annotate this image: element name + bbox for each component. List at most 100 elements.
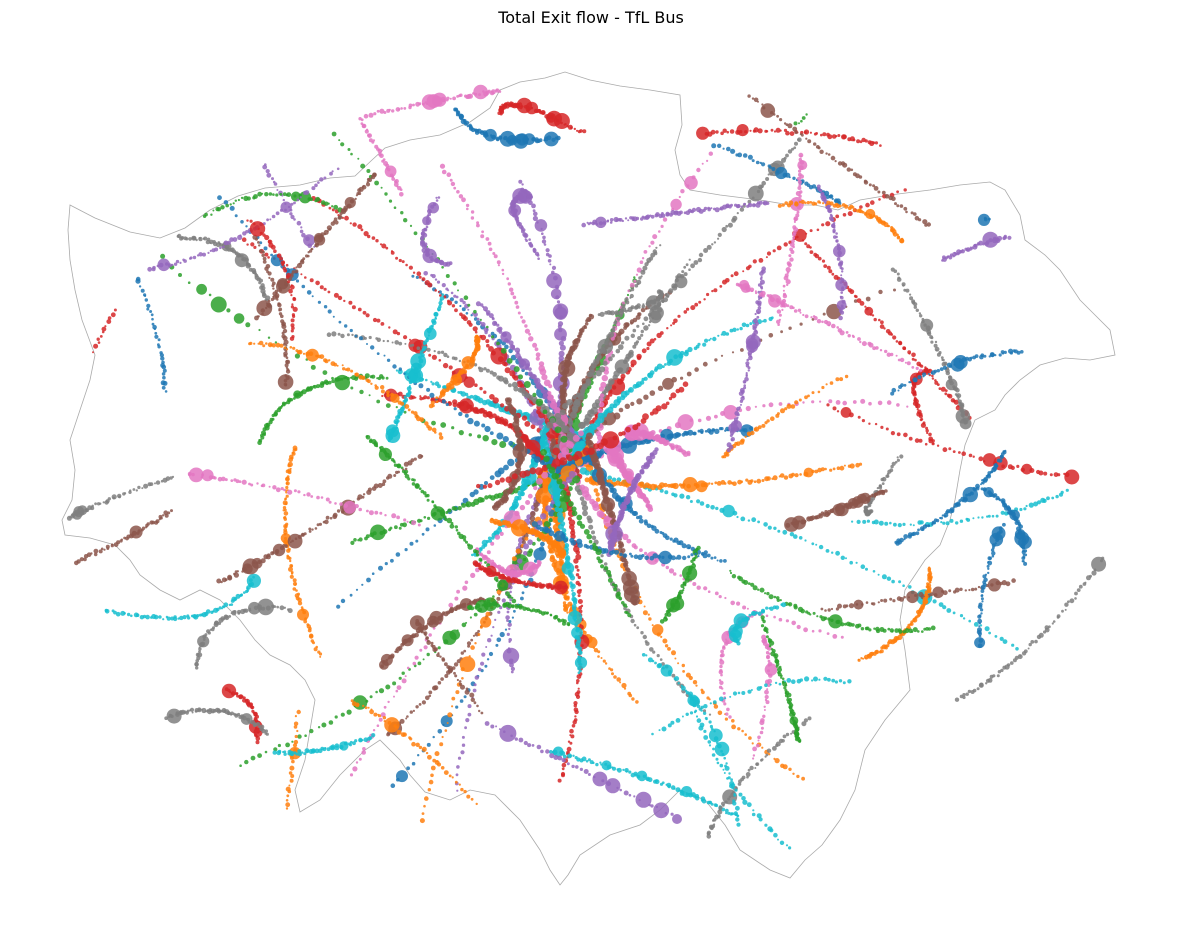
bus-stop-point [588,524,594,530]
bus-stop-point [682,477,698,493]
bus-stop-point [146,303,151,308]
bus-stop-point [830,607,834,611]
bus-stop-point [375,445,379,448]
bus-stop-point [533,211,538,217]
bus-stop-point [897,523,902,528]
bus-stop-point [624,322,630,327]
bus-stop-point [512,295,517,300]
bus-stop-point [878,198,881,201]
bus-stop-point [741,322,747,328]
bus-stop-point [840,555,845,560]
bus-stop-point [835,377,840,382]
bus-stop-point [459,298,464,303]
bus-stop-point [217,195,222,201]
bus-stop-point [724,596,727,600]
bus-stop-point [561,773,565,778]
bus-stop-point [592,503,600,512]
bus-stop-point [399,522,404,527]
bus-stop-point [999,454,1005,459]
bus-stop-point [789,532,795,537]
bus-stop-point [496,596,501,601]
bus-stop-point [636,279,642,285]
bus-stop-point [232,202,235,205]
bus-stop-point [682,670,685,673]
bus-stop-point [490,634,493,637]
bus-stop-point [782,529,788,535]
bus-stop-point [613,675,617,679]
bus-stop-point [656,363,663,370]
bus-stop-point [847,211,853,217]
bus-stop-point [540,436,546,442]
bus-stop-point [527,539,533,545]
bus-stop-point [891,579,895,584]
bus-stop-point [988,631,991,635]
bus-stop-point [561,762,567,768]
bus-stop-point [999,636,1004,642]
bus-stop-point [578,430,584,437]
bus-stop-point [254,315,259,321]
bus-stop-point [304,734,307,737]
bus-stop-point [418,358,424,364]
bus-stop-point [299,229,304,234]
bus-stop-point [479,625,483,629]
bus-stop-point [864,305,867,308]
bus-stop-point [421,277,426,281]
bus-stop-point [473,701,477,705]
bus-stop-point [574,565,579,569]
bus-stop-point [472,634,476,637]
bus-stop-point [717,334,720,337]
bus-stop-point [879,324,885,329]
bus-stop-point [896,403,900,407]
bus-stop-point [266,172,272,178]
bus-stop-point [294,353,300,359]
bus-stop-point [961,499,965,503]
bus-stop-point [471,312,474,315]
bus-stop-point [334,715,338,719]
bus-stop-point [654,528,660,534]
bus-stop-point [189,256,193,260]
bus-stop-point [892,335,897,340]
bus-stop-point [366,343,368,345]
bus-stop-point [712,819,715,822]
bus-stop-point [359,389,364,395]
bus-stop-point [219,246,222,250]
bus-stop-point [338,139,341,142]
bus-stop-point [648,245,651,248]
bus-stop-point [285,485,289,490]
bus-stop-point [622,768,625,772]
bus-stop-point [523,543,529,550]
bus-stop-point [938,602,944,607]
bus-stop-point [639,548,643,552]
bus-stop-point [962,617,966,620]
bus-stop-point [367,234,371,239]
bus-stop-point [801,239,805,242]
bus-stop-point [388,455,392,460]
bus-stop-point [725,638,728,641]
bus-stop-point [616,677,621,682]
bus-stop-point [587,380,592,385]
bus-stop-point [392,364,397,369]
bus-stop-point [419,395,422,398]
bus-stop-point [490,331,495,336]
bus-stop-point [582,384,588,390]
bus-stop-point [641,348,647,354]
bus-stop-point [873,519,879,525]
bus-stop-point [611,328,616,333]
bus-stop-point [582,630,587,635]
bus-stop-point [764,694,769,700]
bus-stop-point [553,275,558,281]
bus-stop-point [705,415,712,421]
bus-stop-point [239,764,242,767]
bus-stop-point [437,290,440,293]
bus-stop-point [489,475,495,480]
bus-stop-point [459,682,463,686]
bus-stop-point [716,559,719,562]
bus-stop-point [484,495,489,500]
bus-stop-point [344,324,348,328]
bus-stop-point [457,756,462,760]
bus-stop-point [376,352,380,355]
bus-stop-point [282,198,285,202]
bus-stop-point [497,326,503,332]
bus-stop-point [911,352,916,358]
bus-stop-point [652,249,657,254]
